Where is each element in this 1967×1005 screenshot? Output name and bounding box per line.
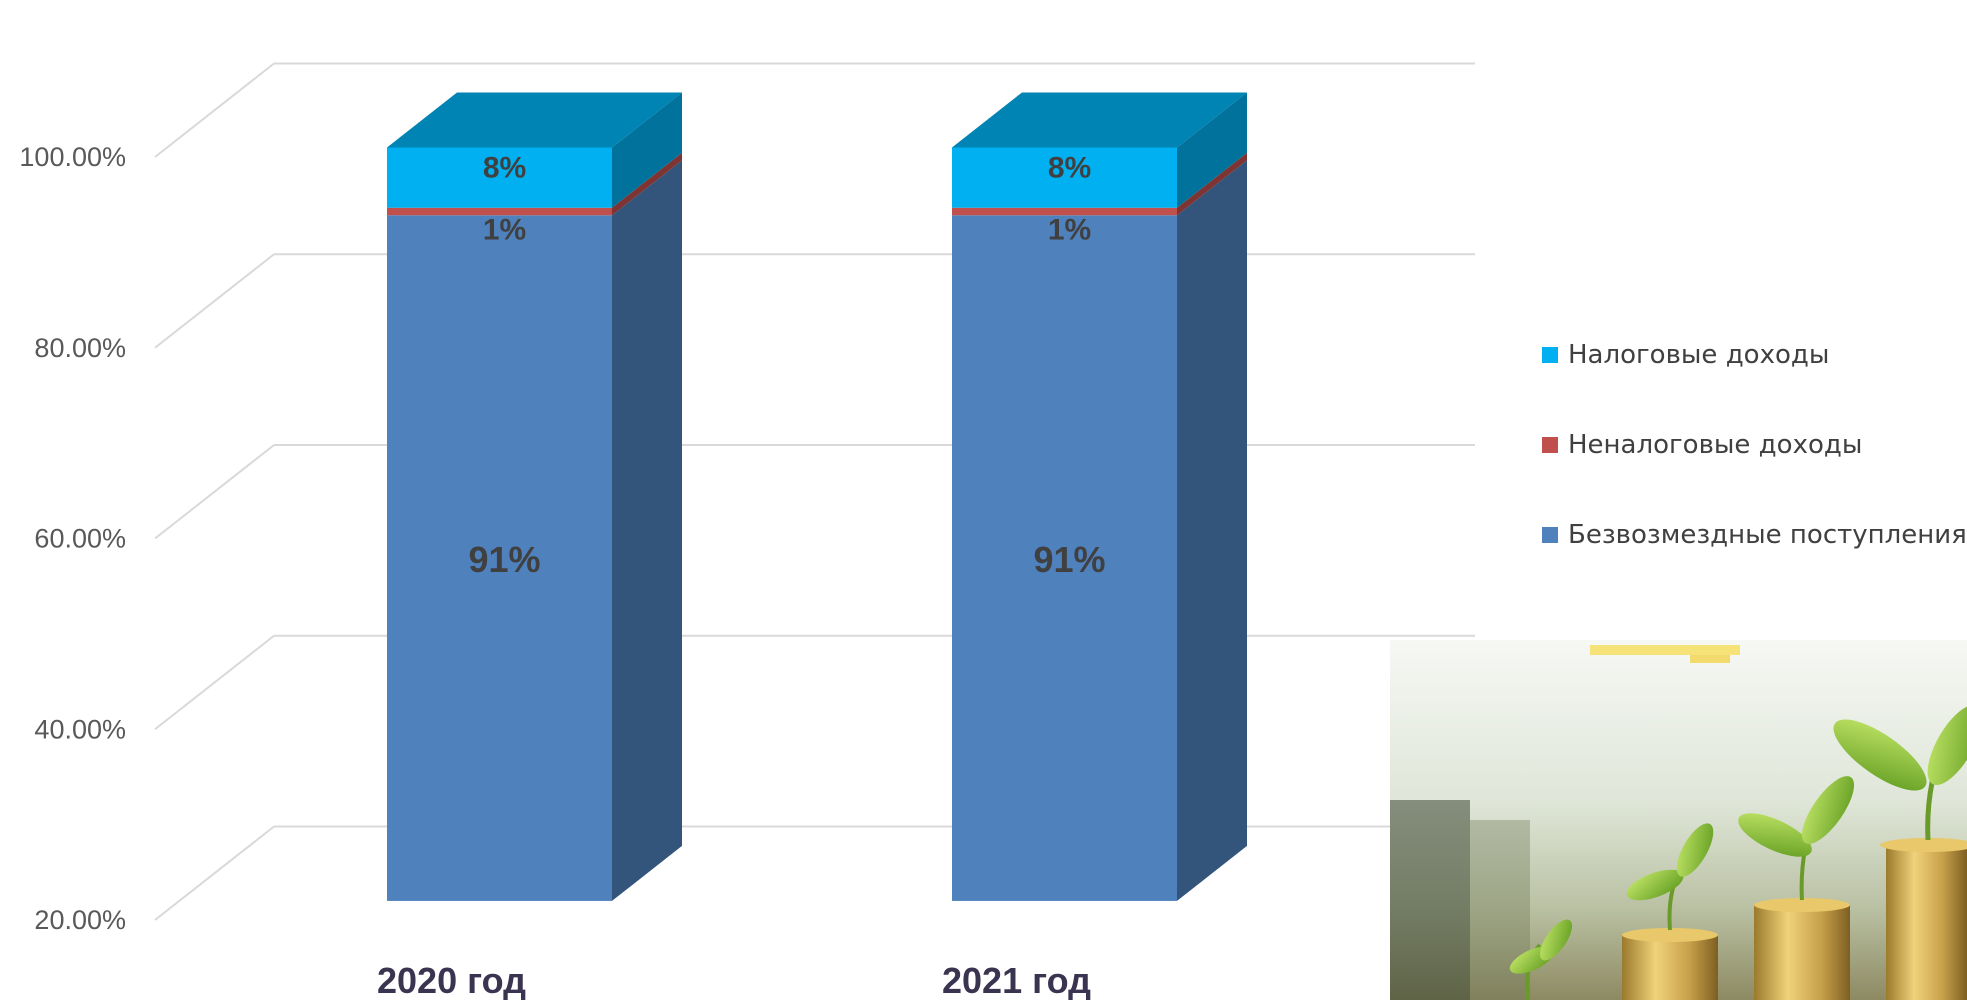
bar-segment-side — [612, 160, 682, 901]
gridline-diagonal — [154, 825, 275, 921]
data-labels: 91% 1% 8% 91% 1% 8% — [468, 152, 1105, 580]
data-label: 91% — [1033, 539, 1105, 580]
legend-swatch — [1542, 437, 1558, 453]
bar-segment — [952, 147, 1177, 208]
data-label: 8% — [483, 152, 526, 185]
gridline-diagonal — [154, 62, 275, 158]
bar-segment-side — [1177, 92, 1247, 208]
legend-label: Неналоговые доходы — [1568, 430, 1863, 460]
y-axis: 20.00% 40.00% 60.00% 80.00% 100.00% — [19, 142, 126, 935]
y-tick-label: 60.00% — [34, 524, 126, 554]
bars — [387, 92, 1247, 901]
bar-segment-top — [387, 92, 682, 148]
legend-label: Налоговые доходы — [1568, 340, 1830, 370]
coins-sprouts-photo — [1390, 640, 1967, 1001]
data-label: 8% — [1048, 152, 1091, 185]
bar-segment — [952, 207, 1177, 216]
bar-segment-side — [1177, 152, 1247, 216]
bar-segment-side — [1177, 160, 1247, 901]
gridline-diagonal — [154, 444, 275, 540]
x-category-label: 2021 год — [942, 960, 1091, 1000]
bar-segment — [952, 215, 1177, 901]
y-tick-label: 20.00% — [34, 905, 126, 935]
y-tick-label: 100.00% — [19, 142, 126, 172]
legend-label: Безвозмездные поступления — [1568, 520, 1967, 550]
legend-item: Налоговые доходы — [1542, 340, 1829, 370]
bar-segment — [387, 207, 612, 216]
bar-segment-side — [612, 92, 682, 208]
data-label: 1% — [1048, 214, 1091, 247]
x-axis-categories: 2020 год 2021 год — [377, 960, 1091, 1001]
legend-swatch — [1542, 527, 1558, 543]
gridline-diagonal — [154, 253, 275, 349]
gridline-diagonal — [154, 634, 275, 731]
legend-swatch — [1542, 347, 1558, 363]
bar-segment-side — [612, 152, 682, 216]
y-tick-label: 80.00% — [34, 333, 126, 363]
legend-item: Безвозмездные поступления — [1542, 520, 1967, 550]
bar-segment-top — [952, 92, 1247, 148]
legend-item: Неналоговые доходы — [1542, 430, 1862, 460]
data-label: 91% — [468, 539, 540, 580]
gridlines — [154, 62, 1475, 921]
y-tick-label: 40.00% — [34, 714, 126, 744]
bar-segment — [387, 147, 612, 208]
data-label: 1% — [483, 214, 526, 247]
x-category-label: 2020 год — [377, 960, 526, 1000]
bar-segment — [387, 215, 612, 901]
